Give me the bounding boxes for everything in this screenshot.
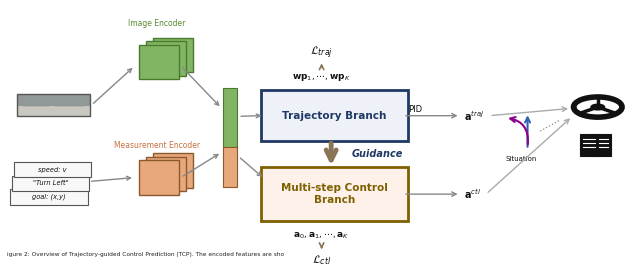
Text: PID: PID [408, 105, 422, 114]
Text: Measurement Encoder: Measurement Encoder [114, 141, 200, 150]
Text: Trajectory Branch: Trajectory Branch [282, 111, 387, 121]
FancyBboxPatch shape [17, 94, 90, 106]
Text: speed: v: speed: v [38, 167, 67, 172]
Circle shape [591, 104, 605, 110]
Text: $\mathbf{a}^{ctl}$: $\mathbf{a}^{ctl}$ [464, 187, 481, 201]
Text: Multi-step Control
Branch: Multi-step Control Branch [281, 183, 388, 205]
FancyBboxPatch shape [154, 38, 193, 72]
Text: $\mathbf{wp}_1, \cdots, \mathbf{wp}_K$: $\mathbf{wp}_1, \cdots, \mathbf{wp}_K$ [292, 72, 351, 83]
Text: $\mathbf{a}_0, \mathbf{a}_1, \cdots, \mathbf{a}_K$: $\mathbf{a}_0, \mathbf{a}_1, \cdots, \ma… [293, 231, 350, 241]
FancyBboxPatch shape [260, 90, 408, 141]
Text: goal: (x,y): goal: (x,y) [32, 194, 66, 200]
Circle shape [573, 97, 622, 117]
Text: Image Encoder: Image Encoder [129, 19, 186, 28]
FancyBboxPatch shape [154, 153, 193, 188]
Text: $\mathbf{a}^{traj}$: $\mathbf{a}^{traj}$ [464, 109, 484, 123]
FancyBboxPatch shape [260, 167, 408, 221]
Text: igure 2: Overview of Trajectory-guided Control Prediction (TCP). The encoded fea: igure 2: Overview of Trajectory-guided C… [7, 252, 284, 257]
Circle shape [577, 98, 618, 116]
FancyBboxPatch shape [596, 134, 611, 156]
FancyBboxPatch shape [12, 176, 90, 191]
Text: Situation: Situation [506, 156, 537, 162]
FancyBboxPatch shape [223, 147, 237, 187]
FancyBboxPatch shape [147, 157, 186, 191]
Text: $\mathcal{L}_{traj}$: $\mathcal{L}_{traj}$ [310, 44, 333, 61]
Text: "Turn Left": "Turn Left" [33, 180, 68, 186]
FancyBboxPatch shape [10, 189, 88, 205]
Text: Guidance: Guidance [351, 149, 403, 159]
FancyBboxPatch shape [147, 41, 186, 76]
Text: $\mathcal{L}_{ctl}$: $\mathcal{L}_{ctl}$ [312, 253, 332, 267]
FancyBboxPatch shape [17, 106, 90, 116]
FancyBboxPatch shape [14, 162, 92, 177]
FancyBboxPatch shape [140, 160, 179, 195]
FancyBboxPatch shape [580, 134, 598, 156]
FancyBboxPatch shape [140, 45, 179, 79]
FancyBboxPatch shape [223, 89, 237, 147]
